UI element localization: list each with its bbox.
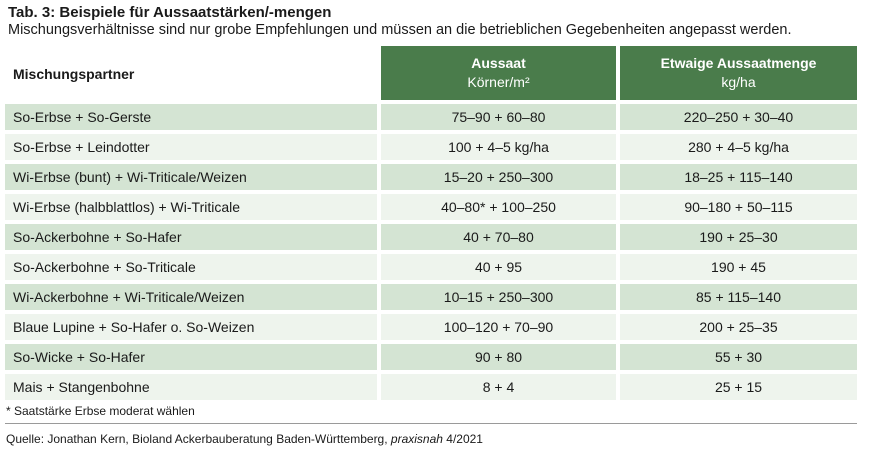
table-row: Wi-Erbse (bunt) + Wi-Triticale/Weizen 15… (5, 164, 857, 190)
cell-aussaat: 15–20 + 250–300 (381, 164, 616, 190)
cell-aussaat: 90 + 80 (381, 344, 616, 370)
cell-menge: 85 + 115–140 (620, 284, 857, 310)
cell-partner: So-Ackerbohne + So-Hafer (5, 224, 377, 250)
table-row: Blaue Lupine + So-Hafer o. So-Weizen 100… (5, 314, 857, 340)
cell-aussaat: 75–90 + 60–80 (381, 104, 616, 130)
cell-aussaat: 40–80* + 100–250 (381, 194, 616, 220)
cell-menge: 55 + 30 (620, 344, 857, 370)
cell-partner: Blaue Lupine + So-Hafer o. So-Weizen (5, 314, 377, 340)
cell-aussaat: 100–120 + 70–90 (381, 314, 616, 340)
source-line: Quelle: Jonathan Kern, Bioland Ackerbaub… (6, 432, 483, 446)
cell-menge: 190 + 45 (620, 254, 857, 280)
cell-aussaat: 10–15 + 250–300 (381, 284, 616, 310)
table-subtitle: Mischungsverhältnisse sind nur grobe Emp… (8, 22, 792, 38)
source-suffix: 4/2021 (442, 432, 483, 446)
source-divider (5, 423, 857, 424)
cell-aussaat: 100 + 4–5 kg/ha (381, 134, 616, 160)
cell-partner: So-Erbse + So-Gerste (5, 104, 377, 130)
table-row: Mais + Stangenbohne 8 + 4 25 + 15 (5, 374, 857, 400)
table-row: So-Ackerbohne + So-Hafer 40 + 70–80 190 … (5, 224, 857, 250)
header-aussaat-label: Aussaat (471, 55, 526, 71)
table-title: Tab. 3: Beispiele für Aussaatstärken/-me… (8, 4, 332, 21)
table-row: So-Erbse + Leindotter 100 + 4–5 kg/ha 28… (5, 134, 857, 160)
header-aussaatmenge-label: Etwaige Aussaatmenge (660, 55, 817, 71)
cell-menge: 25 + 15 (620, 374, 857, 400)
cell-partner: Mais + Stangenbohne (5, 374, 377, 400)
cell-partner: So-Erbse + Leindotter (5, 134, 377, 160)
table-row: So-Ackerbohne + So-Triticale 40 + 95 190… (5, 254, 857, 280)
cell-partner: Wi-Erbse (halbblattlos) + Wi-Triticale (5, 194, 377, 220)
cell-aussaat: 40 + 95 (381, 254, 616, 280)
table-footnote: * Saatstärke Erbse moderat wählen (6, 404, 195, 418)
table-header-row: Mischungspartner Aussaat Körner/m² Etwai… (5, 46, 857, 100)
cell-partner: So-Ackerbohne + So-Triticale (5, 254, 377, 280)
header-aussaat-unit: Körner/m² (467, 74, 530, 90)
cell-menge: 190 + 25–30 (620, 224, 857, 250)
cell-menge: 18–25 + 115–140 (620, 164, 857, 190)
table-row: So-Wicke + So-Hafer 90 + 80 55 + 30 (5, 344, 857, 370)
cell-menge: 200 + 25–35 (620, 314, 857, 340)
cell-menge: 220–250 + 30–40 (620, 104, 857, 130)
seeding-table: Mischungspartner Aussaat Körner/m² Etwai… (5, 46, 857, 404)
header-mischungspartner: Mischungspartner (13, 66, 135, 82)
table-row: So-Erbse + So-Gerste 75–90 + 60–80 220–2… (5, 104, 857, 130)
cell-menge: 90–180 + 50–115 (620, 194, 857, 220)
cell-partner: Wi-Erbse (bunt) + Wi-Triticale/Weizen (5, 164, 377, 190)
cell-aussaat: 40 + 70–80 (381, 224, 616, 250)
header-aussaatmenge: Etwaige Aussaatmenge kg/ha (620, 46, 857, 100)
cell-menge: 280 + 4–5 kg/ha (620, 134, 857, 160)
source-publication: praxisnah (390, 432, 443, 446)
header-aussaat: Aussaat Körner/m² (381, 46, 616, 100)
cell-partner: Wi-Ackerbohne + Wi-Triticale/Weizen (5, 284, 377, 310)
table-row: Wi-Ackerbohne + Wi-Triticale/Weizen 10–1… (5, 284, 857, 310)
table-row: Wi-Erbse (halbblattlos) + Wi-Triticale 4… (5, 194, 857, 220)
cell-aussaat: 8 + 4 (381, 374, 616, 400)
header-aussaatmenge-unit: kg/ha (721, 74, 756, 90)
source-prefix: Quelle: Jonathan Kern, Bioland Ackerbaub… (6, 432, 391, 446)
cell-partner: So-Wicke + So-Hafer (5, 344, 377, 370)
